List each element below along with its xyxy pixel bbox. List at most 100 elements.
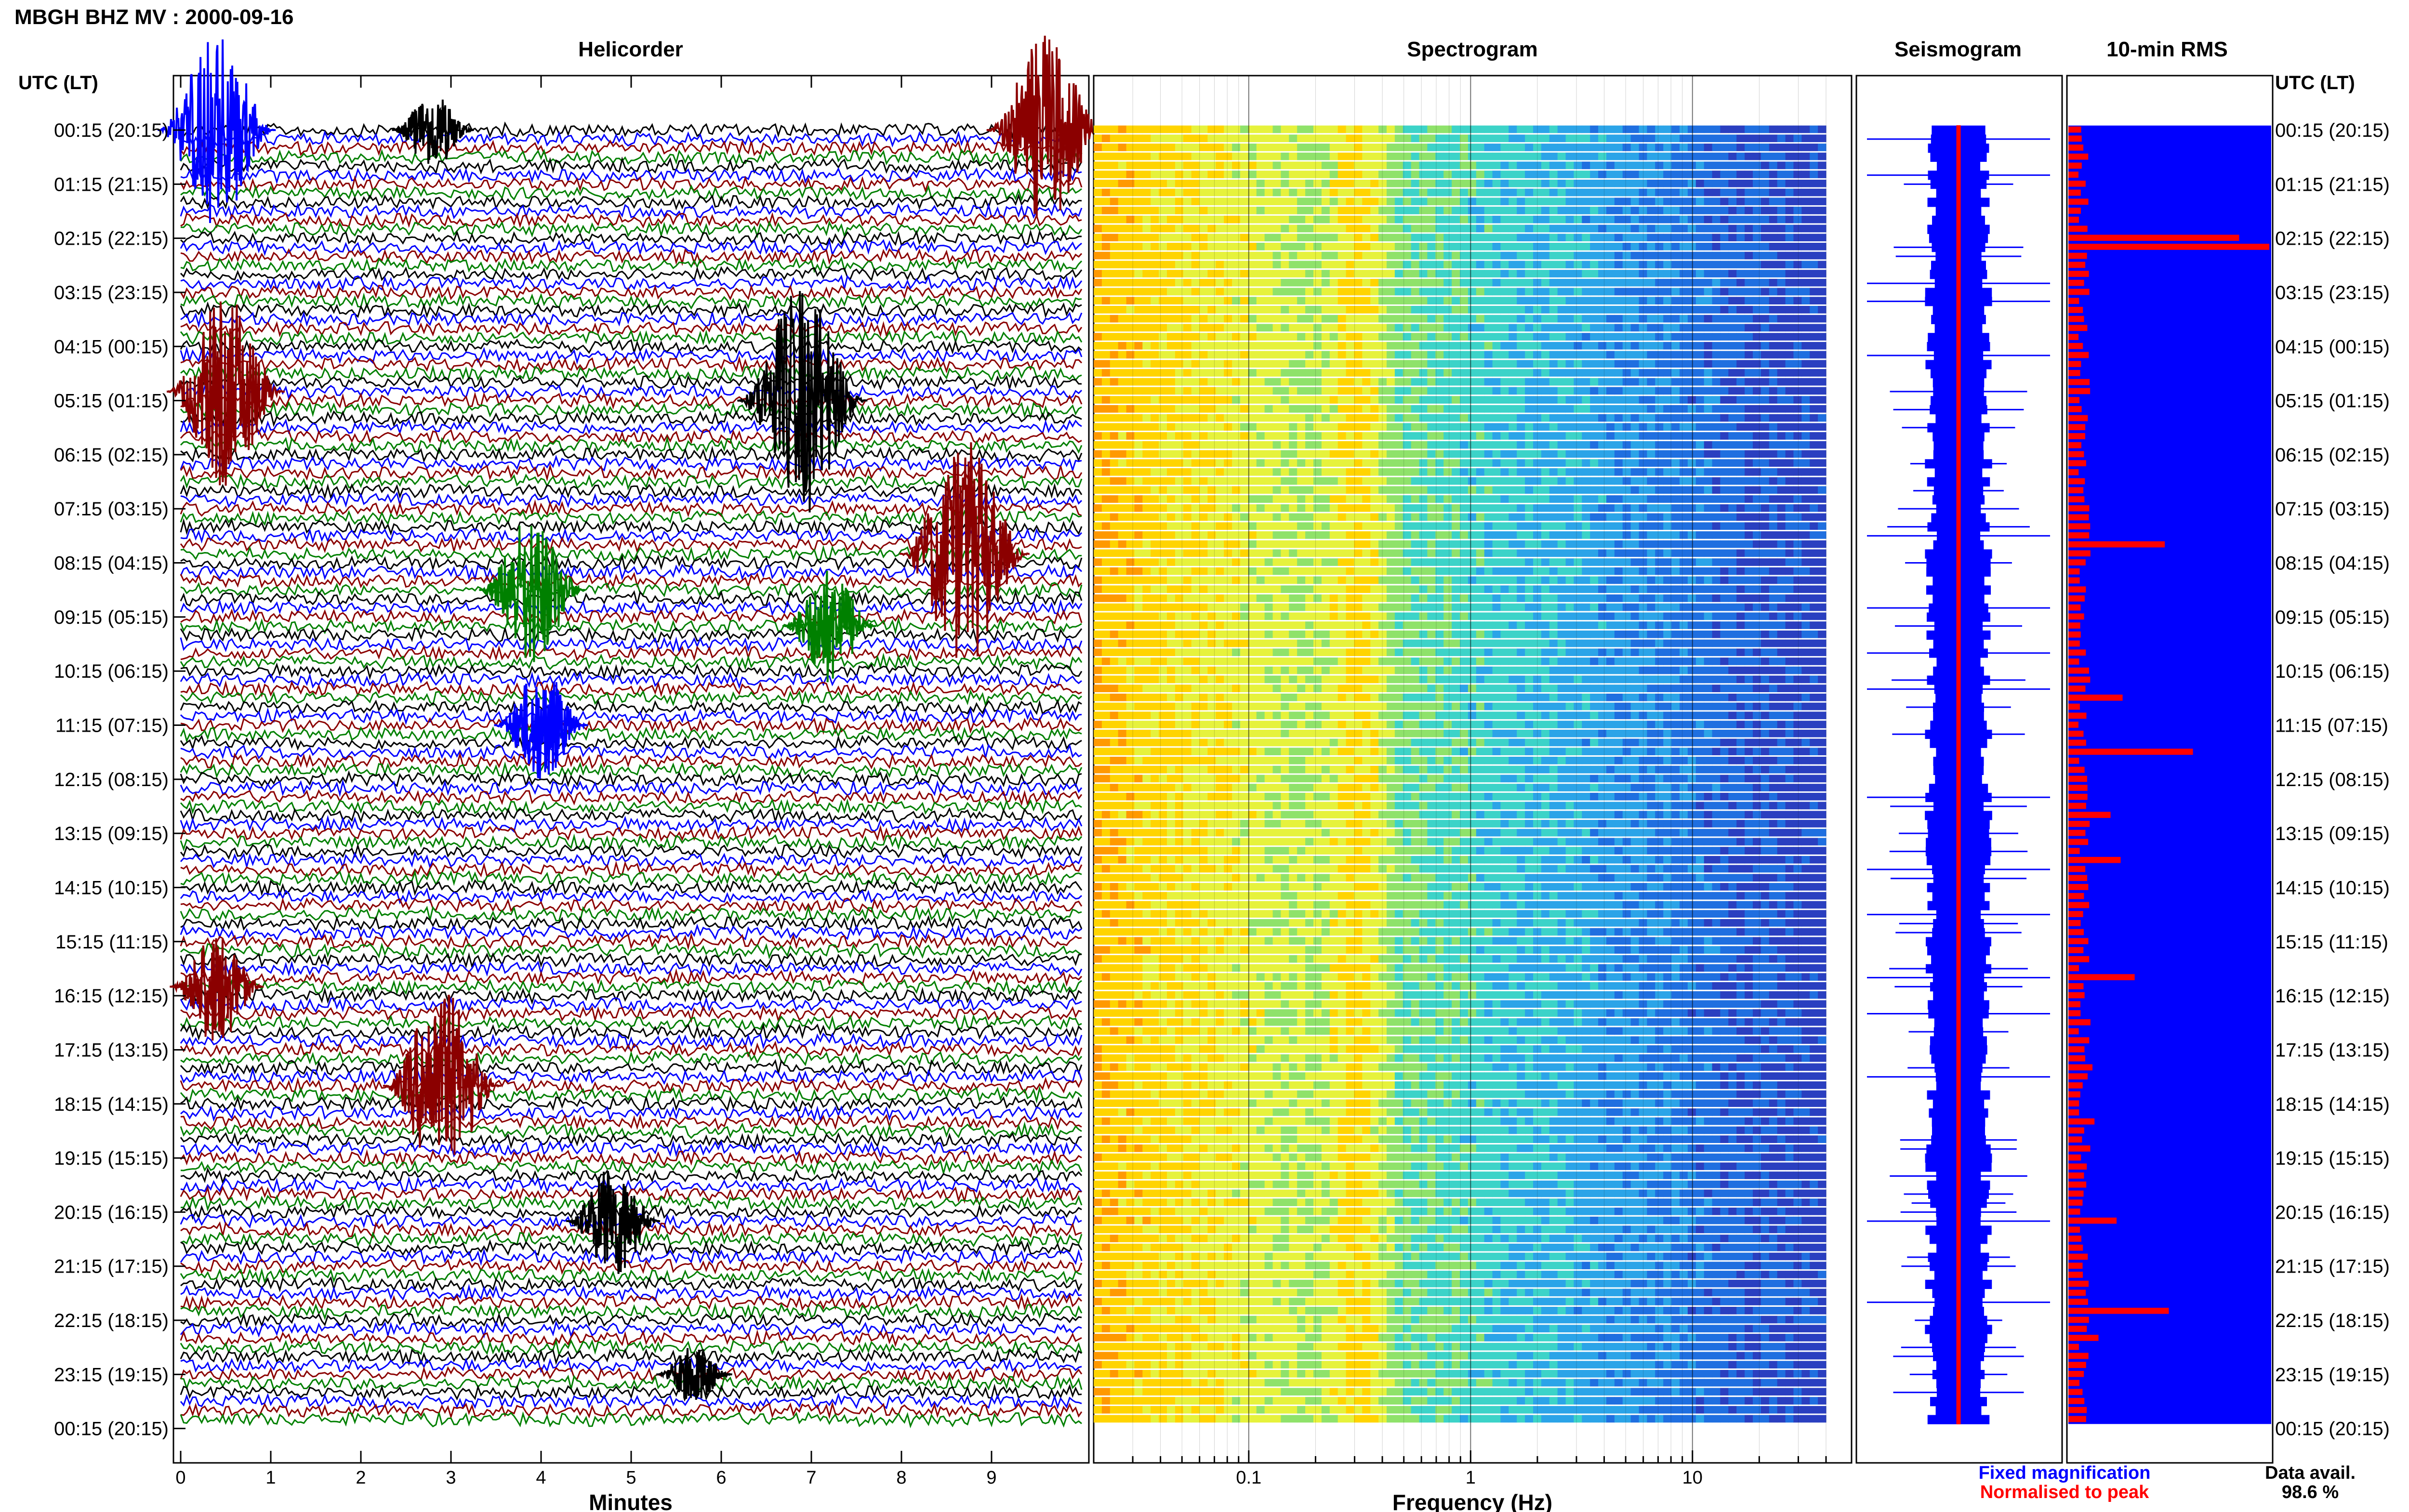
spectrogram-cell xyxy=(1549,531,1558,539)
spectrogram-cell xyxy=(1142,567,1151,575)
spectrogram-cell xyxy=(1801,171,1810,178)
spectrogram-cell xyxy=(1745,450,1753,458)
spectrogram-cell xyxy=(1337,477,1347,485)
spectrogram-cell xyxy=(1305,324,1314,332)
spectrogram-cell xyxy=(1565,243,1575,250)
spectrogram-cell xyxy=(1818,594,1827,602)
spectrogram-cell xyxy=(1582,405,1590,413)
spectrogram-cell xyxy=(1419,197,1428,206)
spectrogram-cell xyxy=(1159,450,1167,458)
spectrogram-cell xyxy=(1680,558,1688,566)
spectrogram-cell xyxy=(1598,207,1607,214)
spectrogram-cell xyxy=(1614,432,1623,440)
spectrogram-cell xyxy=(1492,152,1501,160)
spectrogram-cell xyxy=(1346,351,1355,359)
spectrogram-cell xyxy=(1191,576,1200,584)
spectrogram-cell xyxy=(1769,504,1778,512)
spectrogram-cell xyxy=(1191,450,1200,458)
spectrogram-cell xyxy=(1533,531,1542,539)
spectrogram-cell xyxy=(1695,486,1705,494)
spectrogram-cell xyxy=(1305,234,1314,241)
spectrogram-cell xyxy=(1793,441,1802,449)
spectrogram-cell xyxy=(1305,197,1314,206)
spectrogram-cell xyxy=(1159,540,1167,548)
spectrogram-cell xyxy=(1517,324,1525,332)
spectrogram-cell xyxy=(1167,378,1176,386)
spectrogram-cell xyxy=(1346,405,1355,413)
spectrogram-cell xyxy=(1500,134,1509,143)
spectrogram-cell xyxy=(1712,450,1721,458)
spectrogram-cell xyxy=(1745,144,1753,151)
spectrogram-cell xyxy=(1159,188,1167,197)
spectrogram-cell xyxy=(1337,152,1347,160)
spectrogram-cell xyxy=(1492,423,1501,431)
spectrogram-cell xyxy=(1378,288,1387,296)
spectrogram-cell xyxy=(1525,432,1534,440)
spectrogram-cell xyxy=(1248,369,1257,377)
spectrogram-cell xyxy=(1785,234,1794,241)
spectrogram-cell xyxy=(1598,387,1607,395)
spectrogram-cell xyxy=(1175,513,1184,521)
spectrogram-cell xyxy=(1313,180,1322,187)
spectrogram-cell xyxy=(1159,567,1167,575)
spectrogram-cell xyxy=(1557,468,1566,476)
spectrogram-cell xyxy=(1175,594,1184,602)
spectrogram-cell xyxy=(1272,180,1282,187)
spectrogram-cell xyxy=(1443,333,1452,341)
spectrogram-cell xyxy=(1216,504,1224,512)
spectrogram-cell xyxy=(1671,558,1680,566)
spectrogram-cell xyxy=(1769,414,1778,422)
spectrogram-cell xyxy=(1403,531,1412,539)
spectrogram-cell xyxy=(1435,215,1444,224)
spectrogram-cell xyxy=(1614,306,1623,314)
spectrogram-cell xyxy=(1411,161,1420,170)
spectrogram-cell xyxy=(1460,324,1469,332)
spectrogram-cell xyxy=(1142,188,1151,197)
spectrogram-cell xyxy=(1216,468,1224,476)
spectrogram-cell xyxy=(1793,234,1802,241)
spectrogram-cell xyxy=(1224,585,1232,593)
spectrogram-cell xyxy=(1606,459,1615,467)
spectrogram-cell xyxy=(1159,441,1167,449)
spectrogram-cell xyxy=(1590,234,1599,241)
spectrogram-cell xyxy=(1419,333,1428,341)
spectrogram-cell xyxy=(1622,594,1631,602)
spectrogram-cell xyxy=(1248,171,1257,178)
spectrogram-cell xyxy=(1695,251,1705,260)
spectrogram-cell xyxy=(1541,567,1550,575)
spectrogram-cell xyxy=(1785,125,1794,133)
spectrogram-cell xyxy=(1394,459,1403,467)
spectrogram-cell xyxy=(1728,432,1737,440)
spectrogram-cell xyxy=(1134,342,1143,350)
spectrogram-cell xyxy=(1329,396,1338,404)
spectrogram-cell xyxy=(1175,567,1184,575)
spectrogram-cell xyxy=(1110,603,1119,611)
spectrogram-cell xyxy=(1745,324,1753,332)
spectrogram-cell xyxy=(1232,486,1241,494)
spectrogram-cell xyxy=(1151,224,1159,233)
spectrogram-cell xyxy=(1655,405,1664,413)
spectrogram-cell xyxy=(1216,450,1224,458)
spectrogram-cell xyxy=(1443,486,1452,494)
spectrogram-cell xyxy=(1126,459,1135,467)
spectrogram-cell xyxy=(1175,288,1184,296)
helicorder-trace xyxy=(180,1077,1083,1094)
spectrogram-cell xyxy=(1818,251,1827,260)
spectrogram-cell xyxy=(1183,171,1192,178)
helicorder-event xyxy=(170,938,264,1041)
spectrogram-cell xyxy=(1460,134,1469,143)
spectrogram-cell xyxy=(1289,333,1297,341)
spectrogram-cell xyxy=(1492,134,1501,143)
spectrogram-cell xyxy=(1810,243,1818,250)
spectrogram-cell xyxy=(1207,468,1216,476)
spectrogram-cell xyxy=(1207,396,1216,404)
spectrogram-cell xyxy=(1394,495,1403,503)
spectrogram-cell xyxy=(1256,414,1265,422)
spectrogram-cell xyxy=(1484,432,1493,440)
spectrogram-cell xyxy=(1793,540,1802,548)
spectrogram-cell xyxy=(1549,180,1558,187)
spectrogram-cell xyxy=(1704,414,1713,422)
spectrogram-cell xyxy=(1541,278,1550,287)
spectrogram-cell xyxy=(1647,522,1655,530)
spectrogram-cell xyxy=(1175,270,1184,277)
